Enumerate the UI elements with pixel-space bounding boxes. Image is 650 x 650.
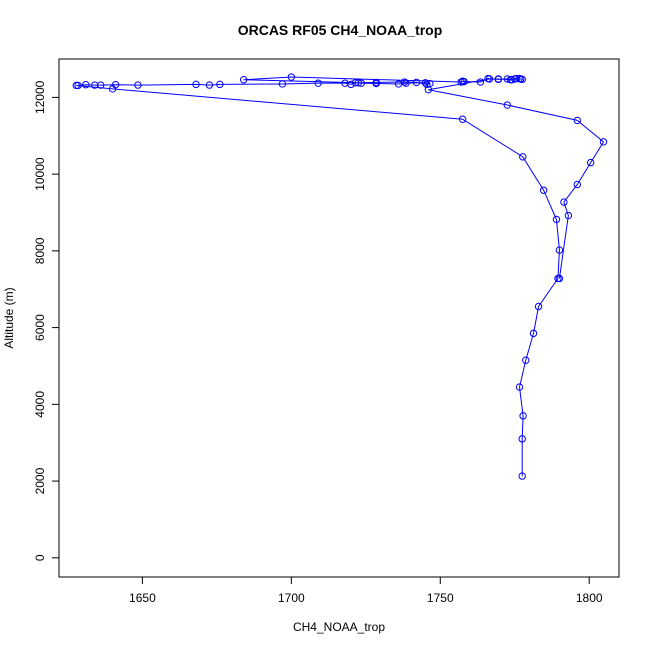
y-axis-title: Altitude (m) xyxy=(2,287,16,348)
x-tick-label: 1700 xyxy=(278,591,305,605)
data-point xyxy=(506,76,514,84)
data-point xyxy=(239,76,248,84)
data-point xyxy=(534,302,543,311)
data-point xyxy=(423,80,431,89)
data-point xyxy=(519,153,527,161)
data-point xyxy=(517,75,525,83)
data-point xyxy=(192,80,200,89)
data-point xyxy=(564,211,573,220)
y-tick-label: 4000 xyxy=(33,391,47,418)
data-point xyxy=(82,81,90,89)
data-point xyxy=(74,81,82,90)
data-point xyxy=(134,81,142,89)
data-point xyxy=(494,75,503,83)
data-point xyxy=(573,180,581,189)
x-axis: 1650 1700 1750 1800 xyxy=(129,576,603,605)
x-tick-label: 1800 xyxy=(576,591,603,605)
plot-area-frame xyxy=(58,58,620,578)
data-point xyxy=(476,78,485,86)
data-point xyxy=(372,78,380,87)
data-point xyxy=(529,329,538,338)
data-point xyxy=(205,81,214,89)
data-point xyxy=(287,73,296,81)
data-point xyxy=(111,81,120,89)
data-point xyxy=(460,77,468,86)
data-point xyxy=(555,246,564,254)
data-point xyxy=(599,138,608,146)
data-point xyxy=(503,75,511,83)
data-point xyxy=(503,101,511,109)
data-point xyxy=(518,472,526,480)
series-line xyxy=(76,76,605,477)
data-point xyxy=(555,274,564,283)
data-point xyxy=(402,79,410,87)
data-point xyxy=(522,356,530,364)
y-tick-label: 8000 xyxy=(33,237,47,264)
data-point xyxy=(347,80,355,89)
x-tick-label: 1650 xyxy=(129,591,156,605)
data-point xyxy=(424,85,433,94)
data-point xyxy=(515,383,524,391)
data-point xyxy=(412,78,421,87)
y-tick-label: 2000 xyxy=(33,467,47,494)
data-point xyxy=(539,186,548,194)
x-axis-title: CH4_NOAA_trop xyxy=(293,620,385,634)
data-point xyxy=(518,435,526,443)
data-point xyxy=(278,80,287,88)
x-tick-label: 1750 xyxy=(427,591,454,605)
chart-title: ORCAS RF05 CH4_NOAA_trop xyxy=(238,22,443,38)
y-axis: 0 2000 4000 6000 8000 10000 12000 xyxy=(33,80,60,561)
y-tick-label: 12000 xyxy=(33,80,47,114)
y-tick-label: 0 xyxy=(33,554,47,561)
y-tick-label: 10000 xyxy=(33,157,47,191)
data-point xyxy=(314,79,322,87)
data-point xyxy=(552,215,561,224)
data-point xyxy=(573,116,581,125)
data-point xyxy=(357,79,366,87)
data-point xyxy=(97,81,105,89)
data-point xyxy=(587,158,595,167)
data-point xyxy=(458,115,467,123)
y-tick-label: 6000 xyxy=(33,314,47,341)
data-point xyxy=(485,75,494,83)
data-point xyxy=(216,80,224,89)
data-point xyxy=(400,78,409,86)
data-point xyxy=(354,79,363,87)
data-point xyxy=(560,198,568,206)
data-point xyxy=(519,412,527,420)
data-point xyxy=(421,79,430,87)
series-layer xyxy=(72,73,608,480)
